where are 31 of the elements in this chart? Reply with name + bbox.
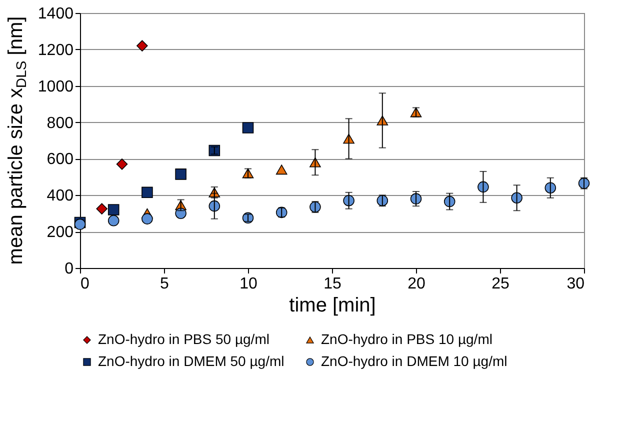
point — [276, 164, 288, 175]
legend-label: ZnO-hydro in PBS 50 µg/ml — [98, 331, 270, 347]
x-tick-label: 15 — [324, 276, 342, 292]
y-tick-label: 800 — [46, 114, 74, 132]
x-tick-label: 10 — [240, 276, 258, 292]
point — [108, 215, 120, 226]
y-tick-label: 1000 — [38, 78, 74, 96]
x-axis-title: time [min] — [289, 294, 376, 316]
y-tick-label: 400 — [46, 188, 74, 205]
y-axis-title: mean particle size xDLS [nm] — [5, 16, 29, 265]
point — [108, 204, 120, 216]
x-tick-label: 0 — [80, 276, 90, 292]
x-tick-label: 30 — [566, 276, 585, 292]
y-tick-label: 0 — [64, 260, 74, 278]
legend-label: ZnO-hydro in DMEM 10 µg/ml — [321, 353, 508, 369]
x-tick-label: 25 — [492, 276, 510, 292]
y-tick-label: 1400 — [38, 6, 74, 22]
legend-label: ZnO-hydro in PBS 10 µg/ml — [321, 331, 492, 347]
x-tick-label: 20 — [408, 276, 426, 292]
legend-label: ZnO-hydro in DMEM 50 µg/ml — [98, 353, 284, 369]
point — [142, 213, 153, 224]
y-tick-label: 1200 — [38, 42, 74, 59]
y-tick-label: 200 — [46, 224, 74, 242]
point — [142, 186, 153, 198]
point — [242, 122, 254, 134]
point — [175, 168, 186, 180]
point — [96, 203, 108, 214]
x-tick-label: 5 — [160, 276, 170, 292]
point — [116, 158, 128, 170]
y-tick-label: 600 — [46, 151, 74, 168]
point — [136, 40, 148, 52]
